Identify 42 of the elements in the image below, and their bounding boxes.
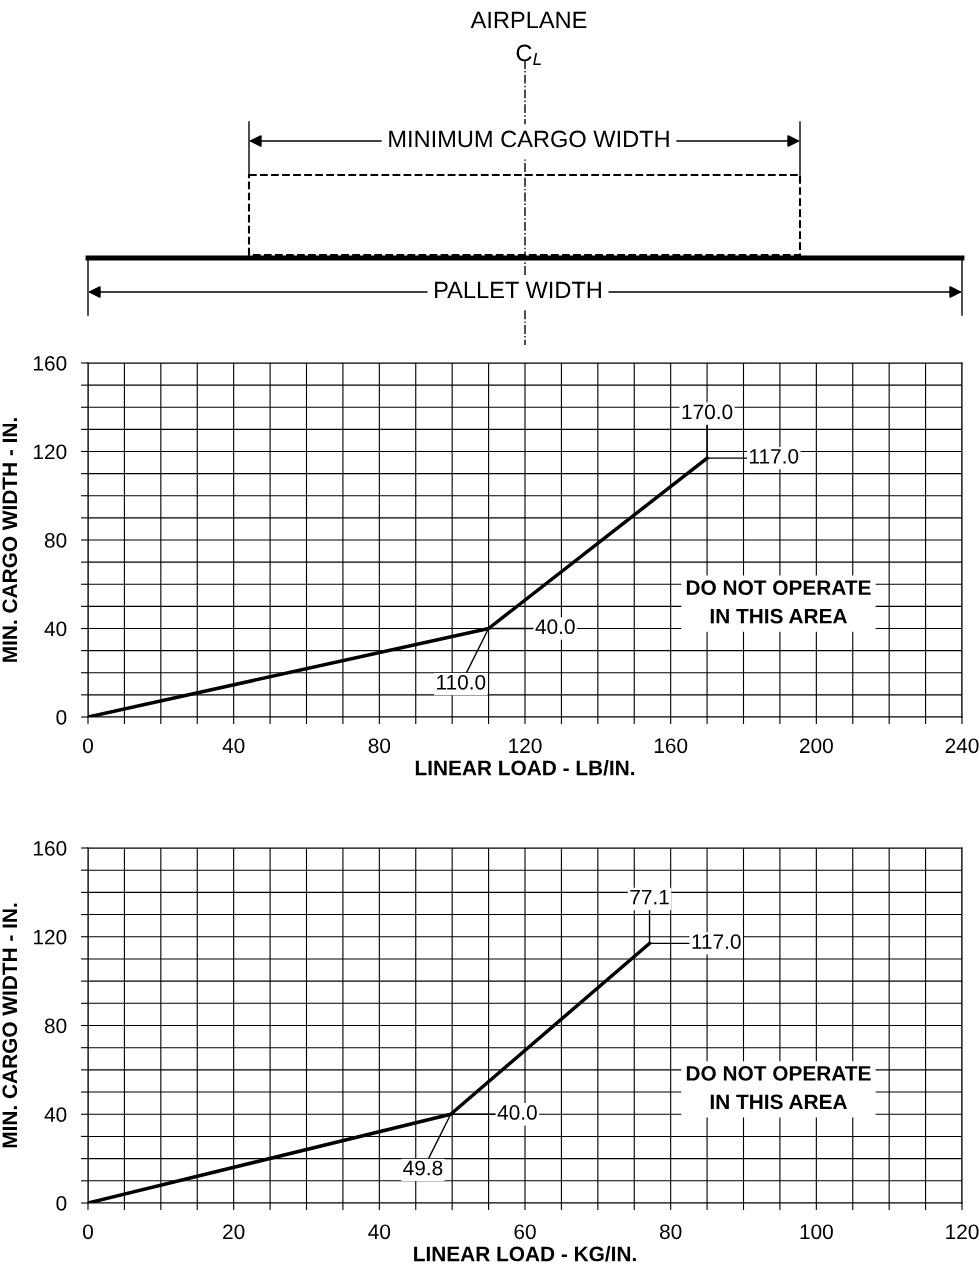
x-tick-label: 80	[368, 738, 391, 754]
annotation: 110.0	[437, 674, 486, 690]
x-tick-label: 0	[83, 738, 93, 754]
annotation: 77.1	[630, 890, 669, 905]
y-tick-label: 40	[44, 621, 67, 637]
y-tick-label: 160	[34, 841, 67, 856]
x-tick-label: 60	[514, 1224, 536, 1240]
x-tick-label: 240	[945, 738, 979, 754]
annotation: 170.0	[682, 404, 733, 420]
y-tick-label: 0	[56, 710, 67, 725]
annotation: 117.0	[692, 934, 741, 949]
x-tick-label: 120	[946, 1224, 979, 1240]
x-tick-label: 40	[368, 1224, 391, 1240]
text: PALLET WIDTH	[435, 281, 601, 299]
annotation: 117.0	[750, 448, 799, 464]
x-tick-label: 200	[800, 738, 833, 754]
x-axis-title: LINEAR LOAD - KG/IN.	[414, 1246, 636, 1262]
text: MINIMUM CARGO WIDTH	[389, 130, 669, 148]
text: AIRPLANE	[470, 11, 587, 29]
x-tick-label: 100	[800, 1224, 833, 1240]
y-tick-label: 120	[34, 929, 67, 945]
text: C$_{L}$	[516, 44, 541, 65]
x-tick-label: 160	[654, 738, 688, 754]
x-tick-label: 120	[509, 738, 542, 754]
y-tick-label: 160	[34, 356, 67, 371]
annotation: DO NOT OPERATE IN THIS AREA	[686, 1066, 871, 1110]
x-tick-label: 40	[222, 738, 245, 754]
y-axis-title: MIN. CARGO WIDTH - IN.	[2, 418, 18, 662]
annotation: 40.0	[497, 1105, 537, 1120]
x-tick-label: 80	[659, 1224, 682, 1240]
y-tick-label: 120	[34, 444, 67, 460]
y-axis-title: MIN. CARGO WIDTH - IN.	[2, 903, 18, 1148]
x-tick-label: 0	[83, 1224, 93, 1240]
y-tick-label: 40	[44, 1107, 67, 1122]
annotation: 40.0	[535, 619, 575, 635]
y-tick-label: 80	[44, 1018, 67, 1034]
x-tick-label: 20	[223, 1224, 245, 1240]
x-axis-title: LINEAR LOAD - LB/IN.	[415, 760, 635, 776]
annotation: DO NOT OPERATE IN THIS AREA	[686, 580, 871, 624]
y-tick-label: 0	[56, 1196, 67, 1211]
y-tick-label: 80	[44, 533, 67, 548]
annotation: 49.8	[403, 1160, 443, 1176]
